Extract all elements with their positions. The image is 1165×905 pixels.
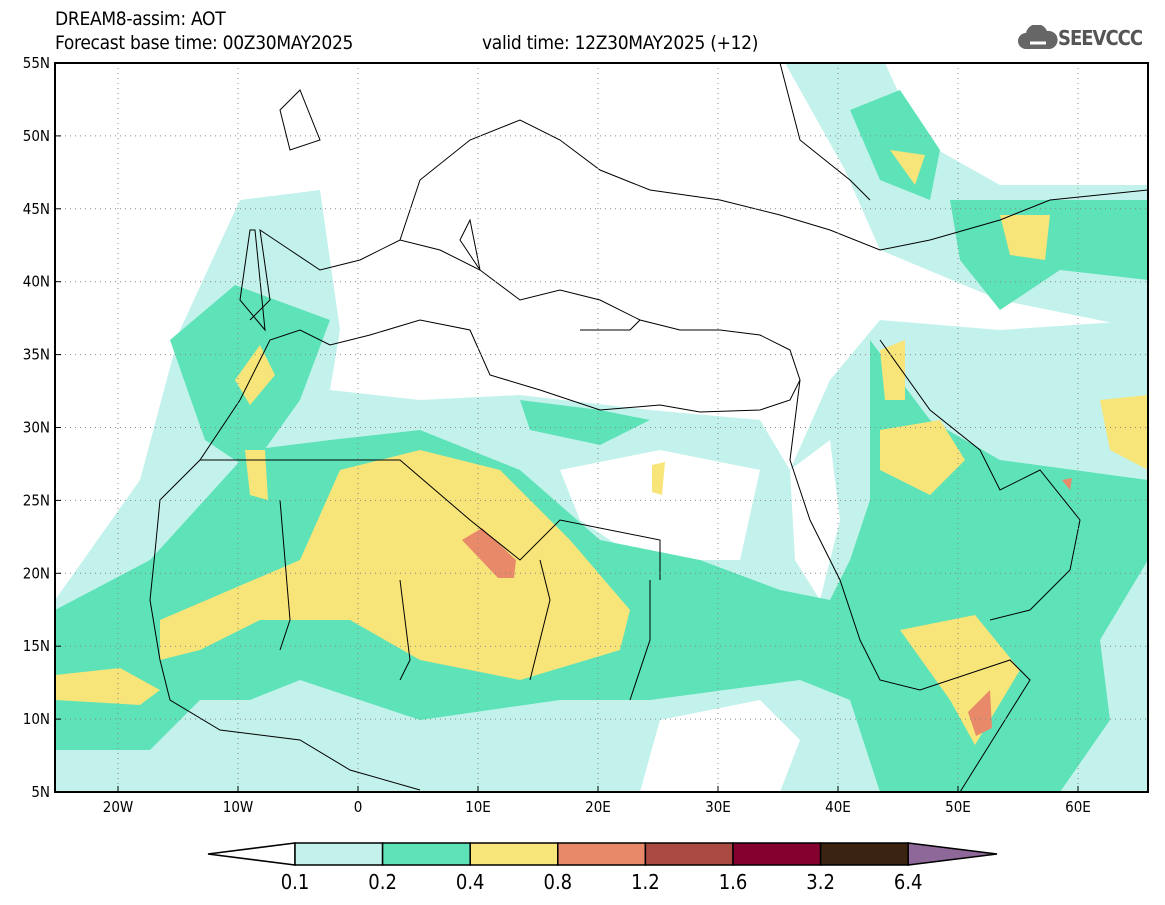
lat-label: 10N	[23, 710, 50, 728]
lat-label: 20N	[23, 564, 50, 582]
aot-level-0.8	[462, 478, 1072, 736]
lon-label: 30E	[705, 798, 731, 816]
colorbar-swatch	[381, 842, 471, 866]
lon-label: 20E	[585, 798, 611, 816]
lat-label: 50N	[23, 127, 50, 145]
lat-label: 45N	[23, 200, 50, 218]
colorbar-label: 0.1	[280, 870, 310, 894]
lon-label: 10W	[223, 798, 254, 816]
map-title: DREAM8-assim: AOT	[55, 8, 226, 30]
colorbar	[207, 842, 998, 866]
colorbar-label: 1.6	[718, 870, 748, 894]
graticule	[55, 63, 1148, 792]
lat-label: 30N	[23, 419, 50, 437]
colorbar-swatch	[469, 842, 559, 866]
seevccc-logo: SEEVCCC	[1018, 25, 1143, 51]
lat-label: 15N	[23, 637, 50, 655]
lon-label: 0	[354, 798, 363, 816]
colorbar-label: 0.4	[455, 870, 485, 894]
lon-label: 10E	[465, 798, 491, 816]
aot-field	[55, 63, 1148, 792]
colorbar-label: 1.2	[631, 870, 660, 894]
colorbar-swatch	[732, 842, 822, 866]
coastlines	[149, 63, 1148, 792]
lon-label: 50E	[945, 798, 971, 816]
colorbar-label: 6.4	[893, 870, 923, 894]
colorbar-low-arrow	[207, 842, 296, 866]
cloud-icon	[1018, 25, 1058, 49]
colorbar-swatch	[819, 842, 909, 866]
white-gaps	[560, 440, 840, 792]
colorbar-label: 3.2	[806, 870, 835, 894]
lon-label: 40E	[825, 798, 851, 816]
forecast-base-time: Forecast base time: 00Z30MAY2025	[55, 32, 354, 54]
colorbar-high-arrow	[907, 842, 998, 866]
lat-label: 55N	[23, 54, 50, 72]
colorbar-swatch	[557, 842, 647, 866]
lon-label: 20W	[103, 798, 134, 816]
valid-time: valid time: 12Z30MAY2025 (+12)	[482, 32, 759, 54]
lat-label: 40N	[23, 273, 50, 291]
aot-level-0.4	[55, 150, 1148, 745]
logo-text: SEEVCCC	[1058, 26, 1143, 50]
colorbar-label: 0.8	[543, 870, 573, 894]
lat-label: 35N	[23, 346, 50, 364]
lon-label: 60E	[1065, 798, 1091, 816]
colorbar-swatch	[644, 842, 734, 866]
colorbar-swatch	[294, 842, 384, 866]
lat-label: 5N	[31, 783, 50, 801]
colorbar-label: 0.2	[368, 870, 397, 894]
lat-label: 25N	[23, 491, 50, 509]
